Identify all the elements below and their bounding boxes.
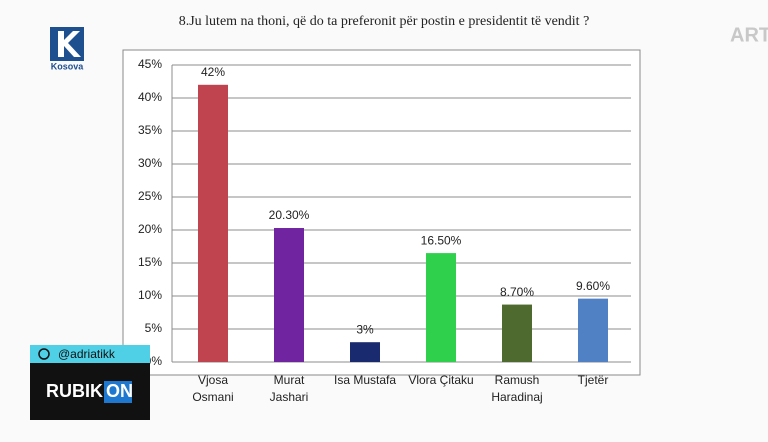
x-tick-label: Vjosa Osmani bbox=[192, 373, 234, 404]
handle: @adriatikk bbox=[58, 347, 116, 361]
bar bbox=[198, 84, 228, 363]
bar bbox=[274, 228, 304, 362]
handle-strip bbox=[30, 345, 150, 363]
bar bbox=[502, 304, 532, 362]
bar bbox=[350, 342, 380, 362]
x-tick-label: Isa Mustafa bbox=[333, 373, 397, 387]
x-tick-label: Tjetër bbox=[577, 373, 609, 387]
y-tick-label: 35% bbox=[138, 123, 162, 137]
watermark: ART bbox=[730, 24, 768, 46]
x-tick-label: Vlora Çitaku bbox=[408, 373, 474, 387]
value-label: 42% bbox=[201, 65, 225, 79]
value-label: 20.30% bbox=[269, 208, 310, 222]
y-tick-label: 5% bbox=[145, 321, 163, 335]
x-tick-label: Ramush Haradinaj bbox=[491, 373, 543, 404]
logo-text: Kosova bbox=[51, 61, 85, 71]
y-tick-label: 25% bbox=[138, 189, 162, 203]
y-tick-label: 30% bbox=[138, 156, 162, 170]
value-label: 8.70% bbox=[500, 285, 534, 299]
show-name-end: ON bbox=[106, 381, 133, 401]
show-box bbox=[104, 381, 132, 403]
value-label: 16.50% bbox=[421, 233, 462, 247]
handle-icon bbox=[38, 348, 50, 360]
y-tick-label: 45% bbox=[138, 57, 162, 71]
bar bbox=[426, 253, 456, 362]
show-name: RUBIK bbox=[46, 381, 103, 401]
y-tick-label: 15% bbox=[138, 255, 162, 269]
value-label: 3% bbox=[356, 322, 374, 336]
chart-title: 8.Ju lutem na thoni, që do ta preferonit… bbox=[179, 14, 590, 29]
x-tick-label: Murat Jashari bbox=[269, 373, 309, 404]
value-label: 9.60% bbox=[576, 279, 610, 293]
logo-k bbox=[58, 31, 81, 57]
y-tick-label: 40% bbox=[138, 90, 162, 104]
y-tick-label: 20% bbox=[138, 222, 162, 236]
bar bbox=[578, 298, 608, 362]
y-tick-label: 10% bbox=[138, 288, 162, 302]
